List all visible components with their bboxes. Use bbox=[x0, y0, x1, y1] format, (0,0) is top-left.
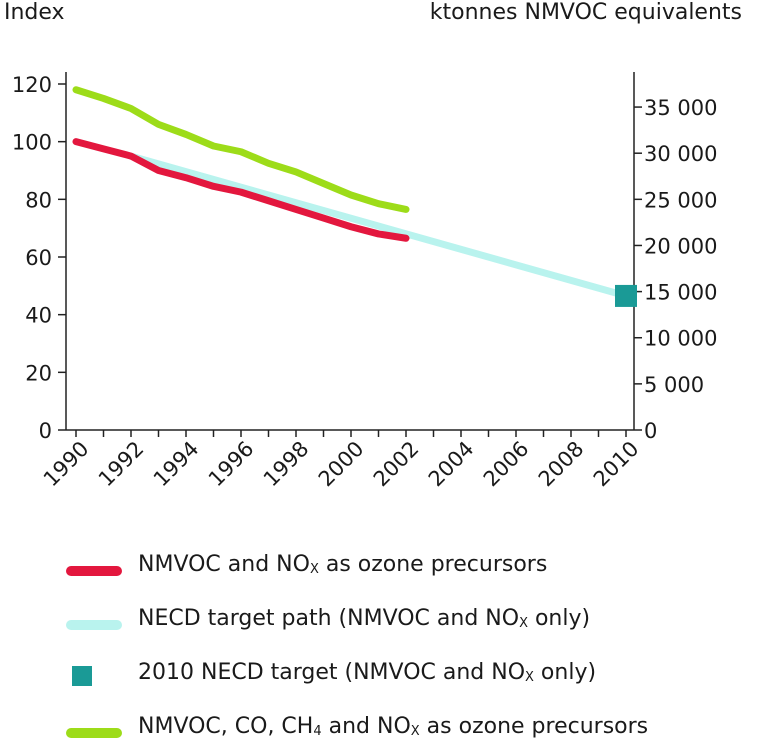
left-tick-label: 120 bbox=[12, 73, 52, 97]
legend-label-target-path: NECD target path (NMVOC and NOX only) bbox=[138, 606, 591, 631]
x-tick-label: 1996 bbox=[204, 437, 259, 492]
legend-item-all-precursors: NMVOC, CO, CH4 and NOX as ozone precurso… bbox=[62, 710, 762, 750]
x-tick-label: 2004 bbox=[424, 437, 479, 492]
right-tick-label: 15 000 bbox=[644, 281, 717, 305]
left-axis-title: Index bbox=[4, 0, 65, 25]
left-tick-label: 0 bbox=[39, 419, 52, 443]
right-axis-title: ktonnes NMVOC equivalents bbox=[429, 0, 742, 25]
series-nmvoc-nox-line bbox=[72, 138, 410, 242]
series-target-path-line bbox=[127, 152, 630, 300]
left-tick-label: 80 bbox=[25, 188, 52, 212]
left-tick-label: 100 bbox=[12, 131, 52, 155]
x-tick-label: 2000 bbox=[314, 437, 369, 492]
x-tick-label: 1998 bbox=[259, 437, 314, 492]
legend-swatch-all-precursors bbox=[66, 728, 122, 738]
right-tick-label: 5 000 bbox=[644, 373, 704, 397]
right-tick-label: 10 000 bbox=[644, 327, 717, 351]
series-all-precursors-line bbox=[72, 86, 410, 213]
left-tick-label: 20 bbox=[25, 361, 52, 385]
x-tick-label: 2006 bbox=[479, 437, 534, 492]
right-tick-label: 0 bbox=[644, 419, 657, 443]
right-tick-label: 25 000 bbox=[644, 188, 717, 212]
right-tick-label: 30 000 bbox=[644, 142, 717, 166]
left-tick-label: 40 bbox=[25, 304, 52, 328]
series-2010-target-marker bbox=[615, 284, 637, 307]
legend-swatch-2010-target bbox=[72, 666, 92, 686]
legend-item-nmvoc-nox: NMVOC and NOX as ozone precursors bbox=[62, 548, 762, 588]
x-tick-label: 2010 bbox=[589, 437, 644, 492]
legend-item-2010-target: 2010 NECD target (NMVOC and NOX only) bbox=[62, 656, 762, 696]
x-tick-label: 1994 bbox=[149, 437, 204, 492]
legend-swatch-target-path bbox=[66, 620, 122, 630]
legend-label-nmvoc-nox: NMVOC and NOX as ozone precursors bbox=[138, 552, 548, 577]
right-tick-label: 20 000 bbox=[644, 234, 717, 258]
right-tick-label: 35 000 bbox=[644, 96, 717, 120]
x-tick-label: 2002 bbox=[369, 437, 424, 492]
legend-item-target-path: NECD target path (NMVOC and NOX only) bbox=[62, 602, 762, 642]
left-tick-label: 60 bbox=[25, 246, 52, 270]
legend-label-2010-target: 2010 NECD target (NMVOC and NOX only) bbox=[138, 660, 597, 685]
legend-label-all-precursors: NMVOC, CO, CH4 and NOX as ozone precurso… bbox=[138, 714, 649, 739]
legend-swatch-nmvoc-nox bbox=[66, 566, 122, 576]
chart-plot: 0 20 40 60 80 100 120 0 5 000 10 000 15 000 20 000 2… bbox=[12, 72, 717, 492]
x-tick-label: 1990 bbox=[39, 437, 94, 492]
x-tick-label: 2008 bbox=[534, 437, 589, 492]
x-tick-label: 1992 bbox=[94, 437, 149, 492]
